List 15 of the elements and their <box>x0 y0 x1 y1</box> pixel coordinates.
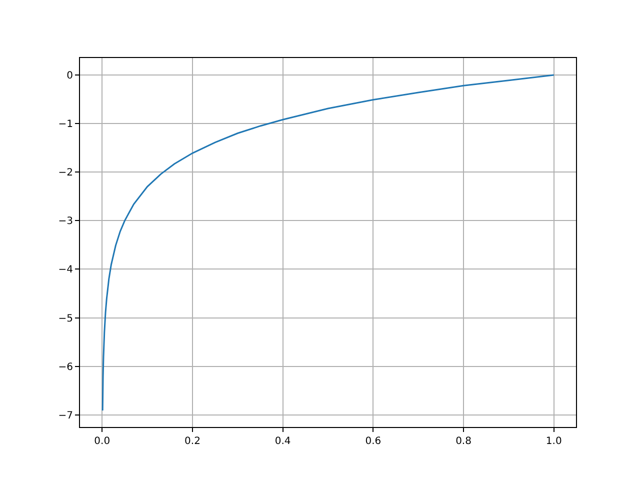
y-tick-label: −2 <box>58 168 73 179</box>
x-tick-label: 1.0 <box>546 436 562 447</box>
y-tick-label: −6 <box>58 362 73 373</box>
x-tick-label: 0.2 <box>184 436 200 447</box>
x-tick-label: 0.6 <box>365 436 382 447</box>
y-tick-label: −7 <box>58 410 73 422</box>
x-tick-label: 0.0 <box>94 436 110 447</box>
x-tick-label: 0.4 <box>274 436 291 447</box>
y-tick-label: 0 <box>66 70 73 82</box>
line-series <box>102 74 555 412</box>
x-tick-label: 0.8 <box>456 436 472 447</box>
y-tick-label: −1 <box>58 119 73 130</box>
y-tick-label: −4 <box>58 264 73 276</box>
y-tick-label: −3 <box>58 216 73 228</box>
y-tick-label: −5 <box>58 313 73 324</box>
